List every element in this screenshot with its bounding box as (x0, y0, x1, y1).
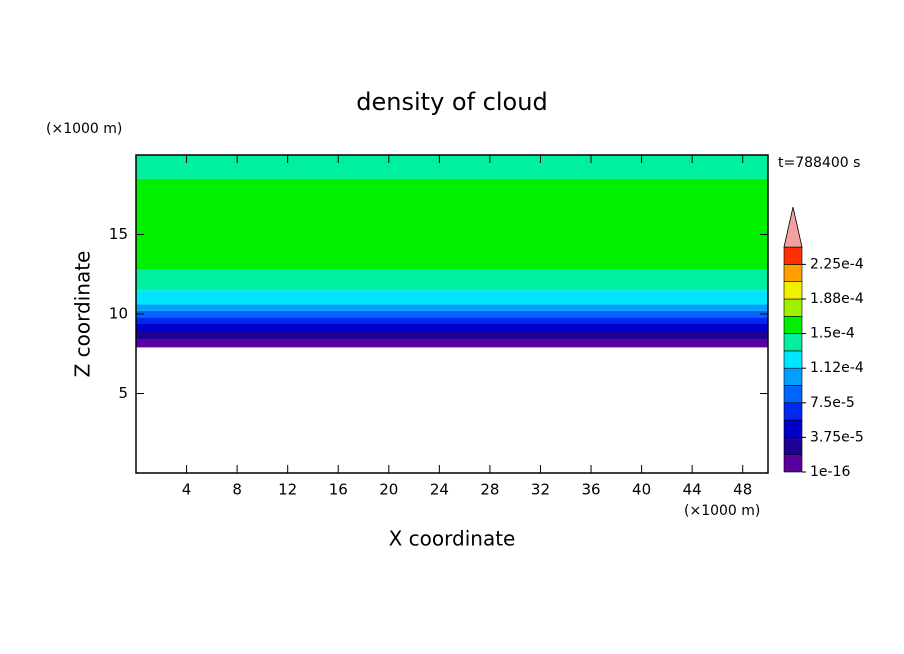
contour-band (136, 323, 768, 332)
colorbar-box (783, 454, 803, 473)
colorbar-over (783, 207, 803, 248)
chart-title: density of cloud (356, 88, 547, 116)
colorbar-box (783, 437, 803, 455)
x-tick-label: 36 (581, 481, 600, 499)
y-tick-label: 5 (118, 384, 128, 402)
x-unit: (×1000 m) (684, 503, 760, 519)
y-tick-label: 10 (109, 305, 128, 323)
x-tick-label: 12 (278, 481, 297, 499)
colorbar-box (783, 402, 803, 421)
colorbar-label: 2.25e-4 (810, 256, 864, 272)
x-tick-label: 40 (632, 481, 651, 499)
x-tick-label: 4 (182, 481, 192, 499)
colorbar-label: 1.12e-4 (810, 360, 864, 376)
colorbar-label: 1.88e-4 (810, 291, 864, 307)
colorbar-box (783, 298, 803, 317)
x-tick-label: 24 (430, 481, 449, 499)
x-tick-label: 44 (683, 481, 702, 499)
contour-band (136, 269, 768, 291)
contour-band (136, 155, 768, 179)
contour-band (136, 178, 768, 270)
colorbar-label: 1e-16 (810, 464, 850, 480)
x-axis-label: X coordinate (389, 527, 516, 551)
contour-band (136, 304, 768, 311)
colorbar-label: 3.75e-5 (810, 429, 864, 445)
colorbar-box (783, 419, 803, 438)
colorbar-box (783, 281, 803, 300)
contour-band (136, 339, 768, 348)
contour-band (136, 310, 768, 318)
colorbar-box (783, 367, 803, 386)
contour-band (136, 290, 768, 305)
contour-band (136, 317, 768, 324)
colorbar-box (783, 385, 803, 404)
x-tick-label: 20 (379, 481, 398, 499)
colorbar-box (783, 333, 803, 352)
x-tick-label: 32 (531, 481, 550, 499)
y-unit: (×1000 m) (46, 121, 122, 137)
y-axis-label: Z coordinate (71, 251, 95, 378)
colorbar-box (783, 315, 803, 334)
x-tick-label: 28 (480, 481, 499, 499)
colorbar-box (783, 264, 803, 282)
y-tick-label: 15 (109, 225, 128, 243)
contour-band (136, 331, 768, 340)
x-tick-label: 16 (329, 481, 348, 499)
colorbar-box (783, 350, 803, 369)
x-tick-label: 8 (232, 481, 242, 499)
x-tick-label: 48 (733, 481, 752, 499)
colorbar-label: 7.5e-5 (810, 395, 855, 411)
time-annotation: t=788400 s (778, 155, 860, 171)
colorbar-label: 1.5e-4 (810, 326, 855, 342)
colorbar-box (783, 246, 803, 265)
